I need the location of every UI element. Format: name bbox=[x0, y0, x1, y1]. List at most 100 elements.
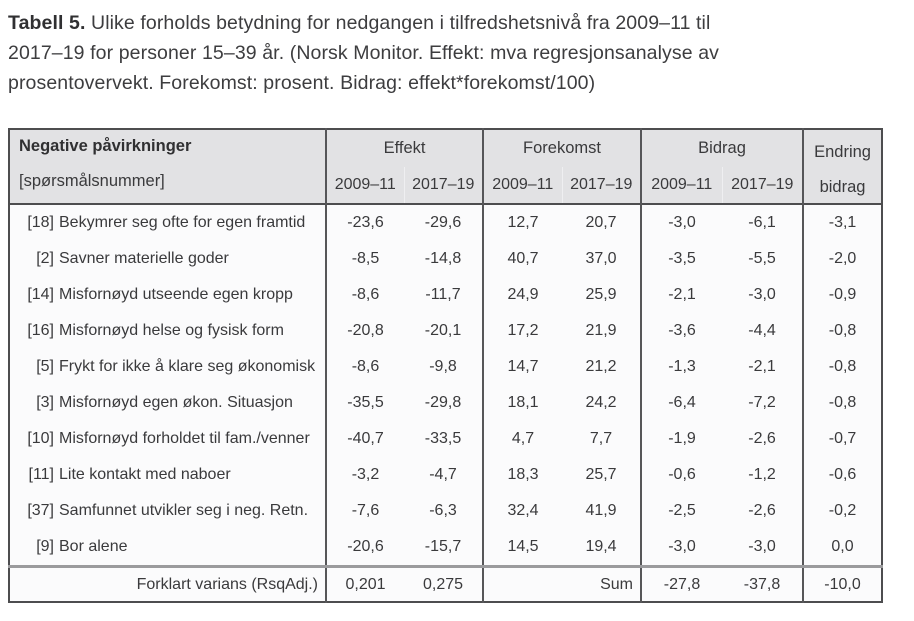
cell-bidrag-2009-11: -6,4 bbox=[640, 385, 723, 421]
footer-sum-label: Sum bbox=[482, 565, 642, 602]
cell-effekt-2009-11: -8,5 bbox=[325, 241, 404, 277]
cell-forekomst-2017-19: 20,7 bbox=[585, 214, 617, 231]
cell-endring-bidrag: -3,1 bbox=[802, 204, 883, 241]
header-group-effekt: Effekt bbox=[324, 129, 484, 167]
header-negative-pavirkninger: Negative påvirkninger [spørsmålsnummer] bbox=[9, 129, 326, 204]
cell-bidrag-2009-11: -3,0 bbox=[640, 204, 723, 241]
cell-forekomst-2017-19: 21,2 bbox=[585, 358, 617, 375]
cell-bidrag-2017-19: -6,1 bbox=[748, 214, 776, 231]
cell-endring-bidrag: -0,8 bbox=[802, 313, 883, 349]
cell-effekt-2017-19: -29,6 bbox=[424, 214, 462, 231]
cell-forekomst-2009-11: 18,3 bbox=[482, 457, 563, 493]
table-row: [5] Frykt for ikke å klare seg økonomisk -… bbox=[9, 349, 883, 385]
header-bidrag-2017-19: 2017–19 bbox=[721, 167, 804, 204]
table-row: [16] Misfornøyd helse og fysisk form -20,8… bbox=[9, 313, 883, 349]
row-label-text: Bekymrer seg ofte for egen framtid bbox=[59, 214, 306, 231]
row-label-text: Misfornøyd utseende egen kropp bbox=[59, 286, 293, 303]
header-effekt-2009-11: 2009–11 bbox=[325, 167, 404, 204]
row-label: [3] Misfornøyd egen økon. Situasjon bbox=[9, 385, 326, 421]
cell-bidrag-2017-19: -2,6 bbox=[748, 430, 776, 447]
cell-bidrag-2009-11: -0,6 bbox=[640, 457, 723, 493]
row-label: [2] Savner materielle goder bbox=[9, 241, 326, 277]
footer-endring-bidrag: -10,0 bbox=[802, 565, 883, 602]
row-question-number: [3] bbox=[36, 394, 54, 411]
table-footer: Forklart varians (RsqAdj.) 0,201 0,275 S… bbox=[9, 565, 883, 602]
header-sub-row: 2009–11 2017–19 2009–11 2017–19 2009–11 … bbox=[9, 167, 882, 204]
cell-bidrag-2017-19: -7,2 bbox=[748, 394, 776, 411]
cell-bidrag-2017-19: -2,1 bbox=[748, 358, 776, 375]
cell-forekomst-2009-11: 40,7 bbox=[482, 241, 563, 277]
cell-forekomst-2017-19: 24,2 bbox=[585, 394, 617, 411]
row-label: [18] Bekymrer seg ofte for egen framtid bbox=[9, 204, 326, 241]
cell-endring-bidrag: -0,8 bbox=[802, 385, 883, 421]
header-group-row: Negative påvirkninger [spørsmålsnummer] … bbox=[9, 129, 883, 204]
row-question-number: [18] bbox=[27, 214, 54, 231]
header-forekomst-2009-11: 2009–11 bbox=[482, 167, 563, 204]
cell-forekomst-2017-19: 25,9 bbox=[585, 286, 617, 303]
caption-line-2: 2017–19 for personer 15–39 år. (Norsk Mo… bbox=[8, 42, 720, 64]
row-label-text: Frykt for ikke å klare seg økonomisk bbox=[59, 358, 316, 375]
cell-forekomst-2009-11: 4,7 bbox=[482, 421, 563, 457]
cell-effekt-2017-19: -29,8 bbox=[424, 394, 462, 411]
row-question-number: [11] bbox=[28, 466, 55, 483]
cell-forekomst-2009-11: 14,7 bbox=[482, 349, 563, 385]
table-row: [9] Bor alene -20,6 -15,7 14,5 19,4 -3,0 -3,0 0,… bbox=[9, 529, 883, 567]
footer-row: Forklart varians (RsqAdj.) 0,201 0,275 S… bbox=[9, 565, 883, 602]
cell-endring-bidrag: -0,2 bbox=[802, 493, 883, 529]
cell-forekomst-2009-11: 32,4 bbox=[482, 493, 563, 529]
cell-forekomst-2009-11: 18,1 bbox=[482, 385, 563, 421]
cell-forekomst-2009-11: 14,5 bbox=[482, 529, 563, 567]
cell-effekt-2009-11: -7,6 bbox=[325, 493, 404, 529]
cell-bidrag-2017-19: -3,0 bbox=[748, 538, 776, 555]
table-row: [18] Bekymrer seg ofte for egen framtid -2… bbox=[9, 204, 883, 241]
row-question-number: [10] bbox=[27, 430, 54, 447]
row-label-text: Lite kontakt med naboer bbox=[59, 466, 231, 483]
cell-effekt-2017-19: -11,7 bbox=[425, 286, 461, 303]
cell-bidrag-2017-19: -5,5 bbox=[748, 250, 776, 267]
row-question-number: [5] bbox=[36, 358, 54, 375]
data-table: Negative påvirkninger [spørsmålsnummer] … bbox=[8, 128, 884, 603]
cell-forekomst-2009-11: 12,7 bbox=[482, 204, 563, 241]
cell-effekt-2017-19: -15,7 bbox=[424, 538, 462, 555]
cell-endring-bidrag: -0,8 bbox=[802, 349, 883, 385]
row-label-text: Misfornøyd egen økon. Situasjon bbox=[59, 394, 293, 411]
table-row: [11] Lite kontakt med naboer -3,2 -4,7 18,3 2… bbox=[9, 457, 883, 493]
footer-bidrag-2009-11: -27,8 bbox=[640, 565, 723, 602]
table-body: [18] Bekymrer seg ofte for egen framtid -2… bbox=[9, 204, 883, 567]
cell-effekt-2017-19: -33,5 bbox=[424, 430, 462, 447]
row-label-text: Bor alene bbox=[59, 538, 128, 555]
footer-bidrag-2017-19: -37,8 bbox=[722, 565, 804, 602]
row-question-number: [14] bbox=[27, 286, 54, 303]
cell-effekt-2009-11: -20,8 bbox=[325, 313, 404, 349]
cell-effekt-2017-19: -20,1 bbox=[424, 322, 462, 339]
cell-endring-bidrag: -0,6 bbox=[802, 457, 883, 493]
header-group-bidrag: Bidrag bbox=[640, 129, 804, 167]
cell-forekomst-2009-11: 24,9 bbox=[482, 277, 563, 313]
header-endring-bidrag: Endring bidrag bbox=[802, 129, 883, 204]
header-bidrag-2009-11: 2009–11 bbox=[640, 167, 723, 204]
cell-effekt-2017-19: -9,8 bbox=[429, 358, 457, 375]
row-question-number: [9] bbox=[36, 538, 54, 555]
row-label: [14] Misfornøyd utseende egen kropp bbox=[9, 277, 326, 313]
cell-bidrag-2009-11: -2,1 bbox=[640, 277, 723, 313]
cell-effekt-2017-19: -14,8 bbox=[424, 250, 462, 267]
cell-bidrag-2009-11: -2,5 bbox=[640, 493, 723, 529]
cell-bidrag-2017-19: -3,0 bbox=[748, 286, 776, 303]
row-label: [11] Lite kontakt med naboer bbox=[9, 457, 326, 493]
cell-bidrag-2009-11: -3,6 bbox=[640, 313, 723, 349]
row-label: [10] Misfornøyd forholdet til fam./venner bbox=[9, 421, 326, 457]
cell-forekomst-2017-19: 21,9 bbox=[585, 322, 617, 339]
row-label-text: Savner materielle goder bbox=[59, 250, 229, 267]
cell-effekt-2009-11: -8,6 bbox=[325, 349, 404, 385]
cell-forekomst-2017-19: 19,4 bbox=[585, 538, 617, 555]
table-header: Negative påvirkninger [spørsmålsnummer] … bbox=[9, 129, 883, 204]
footer-effekt-2009-11: 0,201 bbox=[325, 565, 404, 602]
row-label: [16] Misfornøyd helse og fysisk form bbox=[9, 313, 326, 349]
cell-forekomst-2017-19: 25,7 bbox=[585, 466, 617, 483]
table-row: [37] Samfunnet utvikler seg i neg. Retn. -… bbox=[9, 493, 883, 529]
table-row: [14] Misfornøyd utseende egen kropp -8,6 -1… bbox=[9, 277, 883, 313]
cell-endring-bidrag: 0,0 bbox=[802, 529, 883, 567]
cell-effekt-2009-11: -8,6 bbox=[325, 277, 404, 313]
header-forekomst-2017-19: 2017–19 bbox=[561, 167, 642, 204]
